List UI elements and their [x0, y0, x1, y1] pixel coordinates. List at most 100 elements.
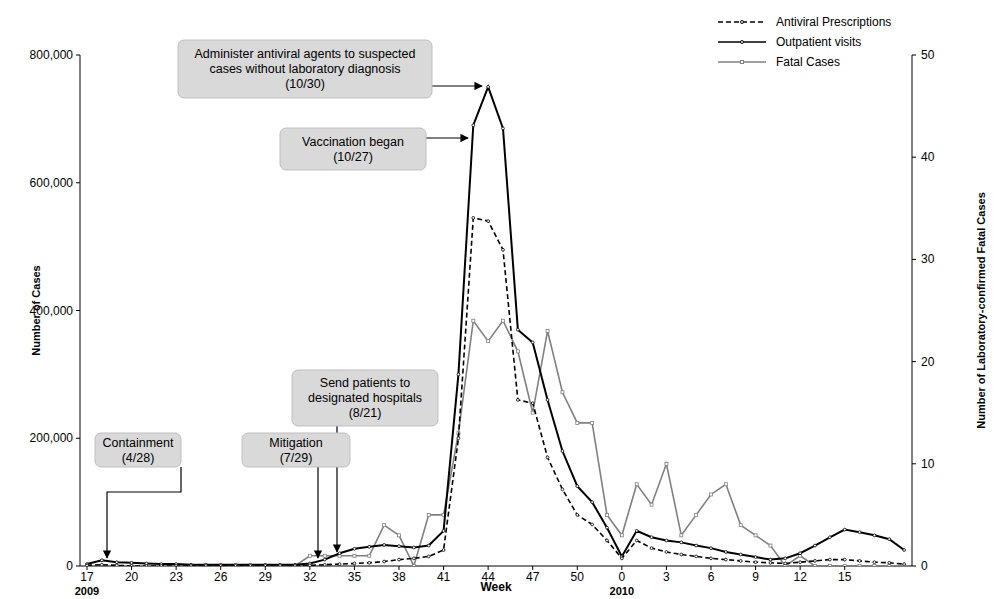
- marker: [680, 534, 683, 537]
- y-axis-title: Number of Cases: [30, 265, 42, 355]
- marker: [145, 565, 148, 566]
- marker: [412, 546, 415, 549]
- marker: [620, 557, 623, 560]
- marker: [665, 539, 668, 542]
- marker: [427, 555, 430, 558]
- annotation-text: Mitigation: [269, 436, 323, 450]
- marker: [130, 565, 133, 566]
- marker: [888, 561, 891, 564]
- marker: [739, 559, 742, 562]
- marker: [145, 565, 148, 567]
- marker: [546, 456, 549, 459]
- legend-swatch: [718, 21, 766, 23]
- annotation-text: (10/30): [285, 77, 325, 91]
- annotation: Vaccination began(10/27): [280, 128, 468, 170]
- marker: [487, 220, 490, 223]
- y2-tick: [912, 259, 916, 260]
- marker: [368, 561, 371, 564]
- marker: [739, 553, 742, 556]
- marker: [234, 565, 237, 566]
- marker: [502, 248, 505, 251]
- marker: [903, 549, 906, 552]
- marker: [873, 534, 876, 537]
- marker: [635, 529, 638, 532]
- marker: [294, 565, 297, 567]
- marker: [175, 565, 178, 566]
- year-label: 2009: [75, 585, 99, 597]
- annotation-text: cases without laboratory diagnosis: [209, 62, 400, 76]
- annotation-text: Send patients to: [320, 376, 410, 390]
- annotation: Containment(4/28): [95, 433, 181, 558]
- marker: [516, 399, 519, 402]
- marker: [442, 549, 445, 552]
- annotation-box: [292, 370, 438, 426]
- marker: [264, 565, 267, 567]
- marker: [695, 513, 698, 516]
- legend: Antiviral PrescriptionsOutpatient visits…: [718, 15, 891, 69]
- x-tick-label: 12: [793, 570, 807, 584]
- marker: [843, 558, 846, 561]
- marker: [190, 565, 193, 566]
- marker: [591, 523, 594, 526]
- marker: [190, 565, 193, 567]
- marker: [858, 559, 861, 562]
- legend-marker: [741, 21, 744, 24]
- marker: [234, 565, 237, 567]
- y2-tick: [912, 55, 916, 56]
- marker: [457, 437, 460, 440]
- marker: [888, 538, 891, 541]
- legend-marker: [741, 41, 744, 44]
- marker: [799, 561, 802, 564]
- marker: [606, 526, 609, 529]
- legend-label: Fatal Cases: [776, 55, 840, 69]
- marker: [665, 462, 668, 465]
- marker: [308, 564, 311, 566]
- y2-axis: [912, 55, 913, 566]
- y-tick: [76, 55, 80, 56]
- marker: [784, 562, 787, 565]
- marker: [368, 545, 371, 548]
- marker: [160, 565, 163, 567]
- x-tick-label: 0: [619, 570, 626, 584]
- marker: [353, 554, 356, 557]
- y-tick: [76, 438, 80, 439]
- y2-tick-label: 0: [921, 559, 928, 573]
- marker: [398, 534, 401, 537]
- annotation-text: Vaccination began: [302, 135, 404, 149]
- marker: [635, 539, 638, 542]
- marker: [561, 391, 564, 394]
- annotation: Administer antiviral agents to suspected…: [178, 40, 482, 98]
- y-tick-label: 0: [66, 559, 73, 573]
- x-tick-label: 6: [708, 570, 715, 584]
- y-tick-label: 200,000: [30, 431, 74, 445]
- marker: [710, 493, 713, 496]
- marker: [546, 329, 549, 332]
- marker: [264, 565, 267, 566]
- marker: [204, 565, 207, 567]
- marker: [100, 563, 103, 566]
- marker: [175, 565, 178, 567]
- marker: [695, 544, 698, 547]
- y2-tick-label: 20: [921, 355, 935, 369]
- marker: [858, 531, 861, 534]
- marker: [472, 319, 475, 322]
- x-tick-label: 47: [526, 570, 540, 584]
- marker: [398, 558, 401, 561]
- marker: [561, 488, 564, 491]
- series-line: [87, 87, 904, 565]
- x-tick-label: 17: [80, 570, 94, 584]
- marker: [873, 561, 876, 564]
- marker: [665, 551, 668, 554]
- marker: [516, 328, 519, 331]
- marker: [427, 544, 430, 547]
- marker: [472, 124, 475, 127]
- marker: [442, 529, 445, 532]
- marker: [219, 565, 222, 567]
- marker: [814, 544, 817, 547]
- marker: [724, 551, 727, 554]
- marker: [487, 86, 490, 89]
- x-tick-label: 32: [303, 570, 317, 584]
- y-tick-label: 800,000: [30, 48, 74, 62]
- marker: [353, 547, 356, 550]
- marker: [591, 501, 594, 504]
